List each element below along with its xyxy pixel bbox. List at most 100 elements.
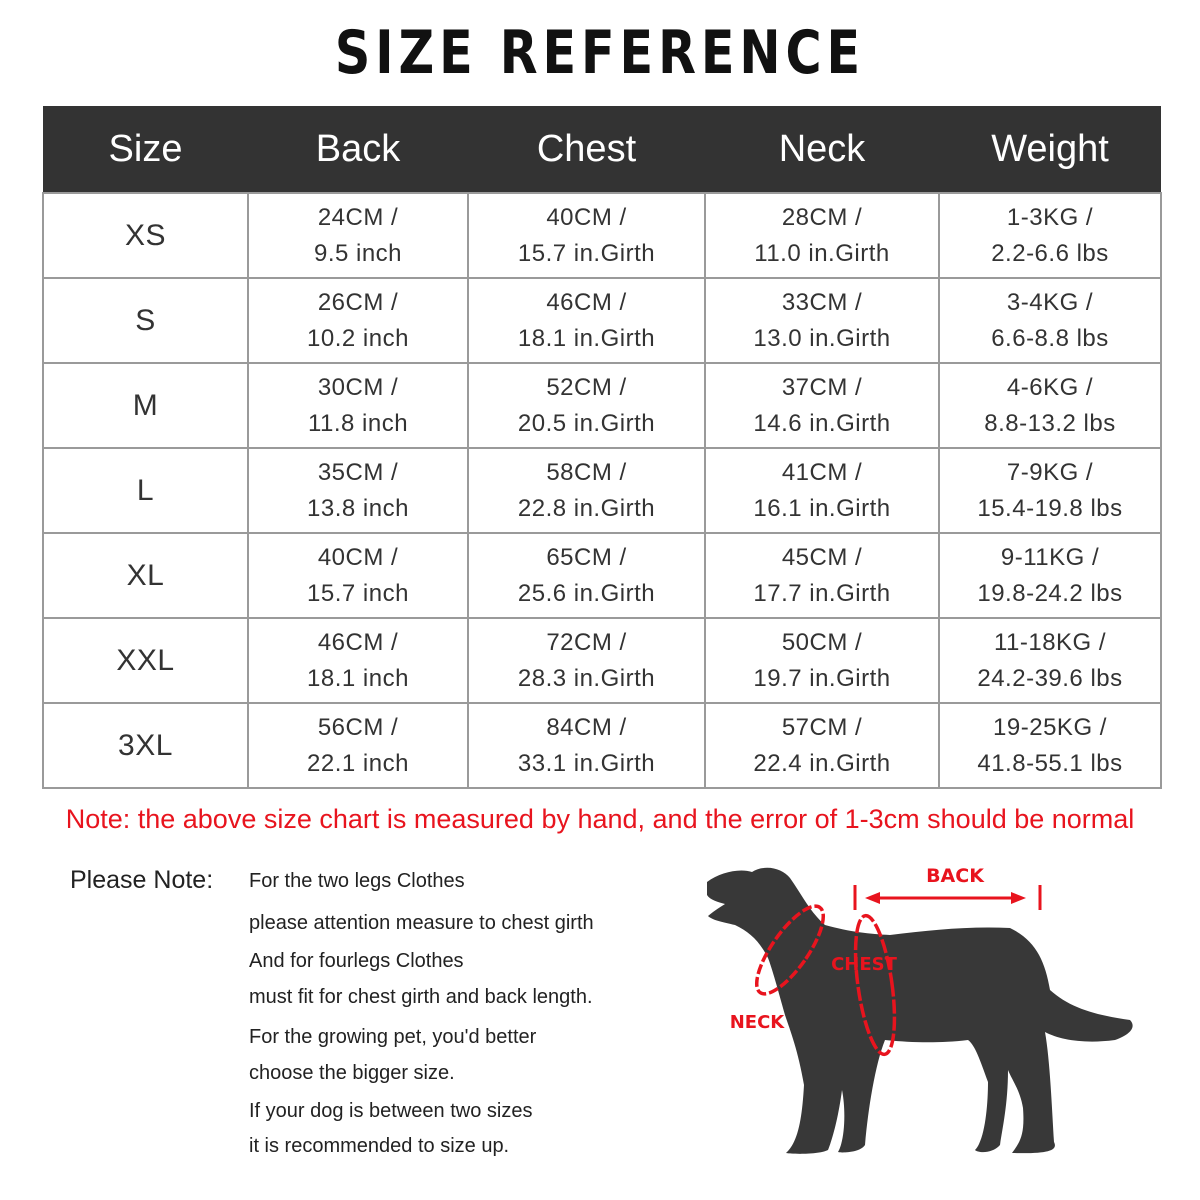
- weight-cell: 7-9KG / 15.4-19.8 lbs: [938, 447, 1162, 534]
- table-row: XS 24CM / 9.5 inch 40CM / 15.7 in.Girth 28CM …: [42, 192, 1162, 279]
- back-value-line: 18.1 inch: [307, 664, 409, 692]
- measurement-note: Note: the above size chart is measured b…: [65, 804, 1135, 834]
- page-title: SIZE REFERENCE: [334, 18, 866, 88]
- weight-cell: 9-11KG / 19.8-24.2 lbs: [938, 532, 1162, 619]
- back-value-line: 56CM /: [317, 713, 399, 741]
- neck-value-line: 37CM /: [781, 373, 863, 401]
- chest-value-line: 40CM /: [546, 203, 627, 231]
- chest-cell: 52CM / 20.5 in.Girth: [467, 362, 706, 449]
- chest-value-line: 46CM /: [546, 288, 627, 316]
- chest-value-line: 65CM /: [546, 543, 627, 571]
- back-value-line: 24CM /: [317, 203, 399, 231]
- size-cell: L: [42, 447, 249, 534]
- please-note-label: Please Note:: [70, 866, 214, 894]
- size-cell: XS: [42, 192, 249, 279]
- please-note-line: must fit for chest girth and back length…: [249, 986, 593, 1008]
- weight-value-line: 1-3KG /: [1006, 203, 1094, 231]
- back-label: BACK: [926, 865, 985, 887]
- size-cell: XL: [42, 532, 249, 619]
- weight-cell: 4-6KG / 8.8-13.2 lbs: [938, 362, 1162, 449]
- back-value-line: 10.2 inch: [307, 324, 409, 352]
- back-value-line: 30CM /: [317, 373, 399, 401]
- weight-value-line: 19.8-24.2 lbs: [977, 579, 1123, 607]
- back-value-line: 13.8 inch: [307, 494, 409, 522]
- chest-value-line: 25.6 in.Girth: [517, 579, 656, 607]
- neck-cell: 28CM / 11.0 in.Girth: [704, 192, 940, 279]
- weight-value-line: 9-11KG /: [1000, 543, 1100, 571]
- back-cell: 30CM / 11.8 inch: [247, 362, 469, 449]
- please-note-line: choose the bigger size.: [249, 1062, 455, 1084]
- neck-cell: 41CM / 16.1 in.Girth: [704, 447, 940, 534]
- back-value-line: 40CM /: [317, 543, 399, 571]
- weight-value-line: 41.8-55.1 lbs: [977, 749, 1123, 777]
- neck-cell: 50CM / 19.7 in.Girth: [704, 617, 940, 704]
- back-value-line: 22.1 inch: [307, 749, 409, 777]
- back-value-line: 35CM /: [317, 458, 399, 486]
- neck-cell: 37CM / 14.6 in.Girth: [704, 362, 940, 449]
- size-cell: M: [42, 362, 249, 449]
- chest-value-line: 52CM /: [546, 373, 627, 401]
- back-value-line: 9.5 inch: [313, 239, 403, 267]
- chest-value-line: 22.8 in.Girth: [517, 494, 656, 522]
- neck-value-line: 41CM /: [781, 458, 863, 486]
- weight-value-line: 15.4-19.8 lbs: [977, 494, 1123, 522]
- chest-value-line: 18.1 in.Girth: [517, 324, 656, 352]
- weight-cell: 3-4KG / 6.6-8.8 lbs: [938, 277, 1162, 364]
- weight-value-line: 6.6-8.8 lbs: [991, 324, 1109, 352]
- please-note-line: If your dog is between two sizes: [249, 1100, 533, 1122]
- column-header-chest: Chest: [468, 106, 705, 193]
- neck-label: NECK: [730, 1012, 786, 1033]
- neck-value-line: 50CM /: [781, 628, 863, 656]
- chest-cell: 84CM / 33.1 in.Girth: [467, 702, 706, 789]
- chest-value-line: 28.3 in.Girth: [517, 664, 656, 692]
- neck-value-line: 16.1 in.Girth: [753, 494, 891, 522]
- chest-value-line: 84CM /: [546, 713, 627, 741]
- chest-cell: 72CM / 28.3 in.Girth: [467, 617, 706, 704]
- weight-cell: 19-25KG / 41.8-55.1 lbs: [938, 702, 1162, 789]
- table-row: S 26CM / 10.2 inch 46CM / 18.1 in.Girth 33CM …: [42, 277, 1162, 364]
- size-cell: 3XL: [42, 702, 249, 789]
- weight-cell: 11-18KG / 24.2-39.6 lbs: [938, 617, 1162, 704]
- weight-value-line: 7-9KG /: [1006, 458, 1094, 486]
- weight-cell: 1-3KG / 2.2-6.6 lbs: [938, 192, 1162, 279]
- neck-value-line: 45CM /: [781, 543, 863, 571]
- neck-value-line: 22.4 in.Girth: [753, 749, 891, 777]
- back-value-line: 26CM /: [317, 288, 399, 316]
- chest-value-line: 72CM /: [546, 628, 627, 656]
- back-cell: 35CM / 13.8 inch: [247, 447, 469, 534]
- back-value-line: 15.7 inch: [307, 579, 409, 607]
- size-cell: S: [42, 277, 249, 364]
- neck-value-line: 33CM /: [781, 288, 863, 316]
- chest-measure-loop: [853, 913, 897, 1057]
- weight-value-line: 4-6KG /: [1006, 373, 1094, 401]
- table-header-row: Size Back Chest Neck Weight: [43, 106, 1161, 193]
- weight-value-line: 3-4KG /: [1006, 288, 1094, 316]
- column-header-size: Size: [43, 106, 248, 193]
- weight-value-line: 2.2-6.6 lbs: [991, 239, 1109, 267]
- dog-measurement-diagram: BACK CHEST NECK: [707, 865, 1133, 1154]
- weight-value-line: 8.8-13.2 lbs: [984, 409, 1116, 437]
- table-row: M 30CM / 11.8 inch 52CM / 20.5 in.Girth 37CM …: [42, 362, 1162, 449]
- table-row: 3XL 56CM / 22.1 inch 84CM / 33.1 in.Girth 57C…: [42, 702, 1162, 789]
- back-cell: 40CM / 15.7 inch: [247, 532, 469, 619]
- back-cell: 26CM / 10.2 inch: [247, 277, 469, 364]
- please-note-line: it is recommended to size up.: [249, 1135, 510, 1157]
- chest-label: CHEST: [831, 954, 898, 975]
- back-cell: 56CM / 22.1 inch: [247, 702, 469, 789]
- table-row: XXL 46CM / 18.1 inch 72CM / 28.3 in.Girth 50C…: [42, 617, 1162, 704]
- please-note-line: For the growing pet, you'd better: [249, 1026, 537, 1048]
- neck-value-line: 11.0 in.Girth: [754, 239, 890, 267]
- chest-cell: 58CM / 22.8 in.Girth: [467, 447, 706, 534]
- back-cell: 24CM / 9.5 inch: [247, 192, 469, 279]
- weight-value-line: 11-18KG /: [993, 628, 1107, 656]
- chest-value-line: 33.1 in.Girth: [517, 749, 656, 777]
- back-value-line: 46CM /: [317, 628, 399, 656]
- neck-cell: 33CM / 13.0 in.Girth: [704, 277, 940, 364]
- neck-measure-loop: [754, 904, 826, 996]
- neck-value-line: 57CM /: [781, 713, 863, 741]
- column-header-back: Back: [248, 106, 468, 193]
- size-table: Size Back Chest Neck Weight XS 24CM / 9.5 inch…: [42, 106, 1162, 789]
- chest-value-line: 58CM /: [546, 458, 627, 486]
- please-note-line: For the two legs Clothes: [249, 870, 465, 892]
- neck-value-line: 14.6 in.Girth: [753, 409, 891, 437]
